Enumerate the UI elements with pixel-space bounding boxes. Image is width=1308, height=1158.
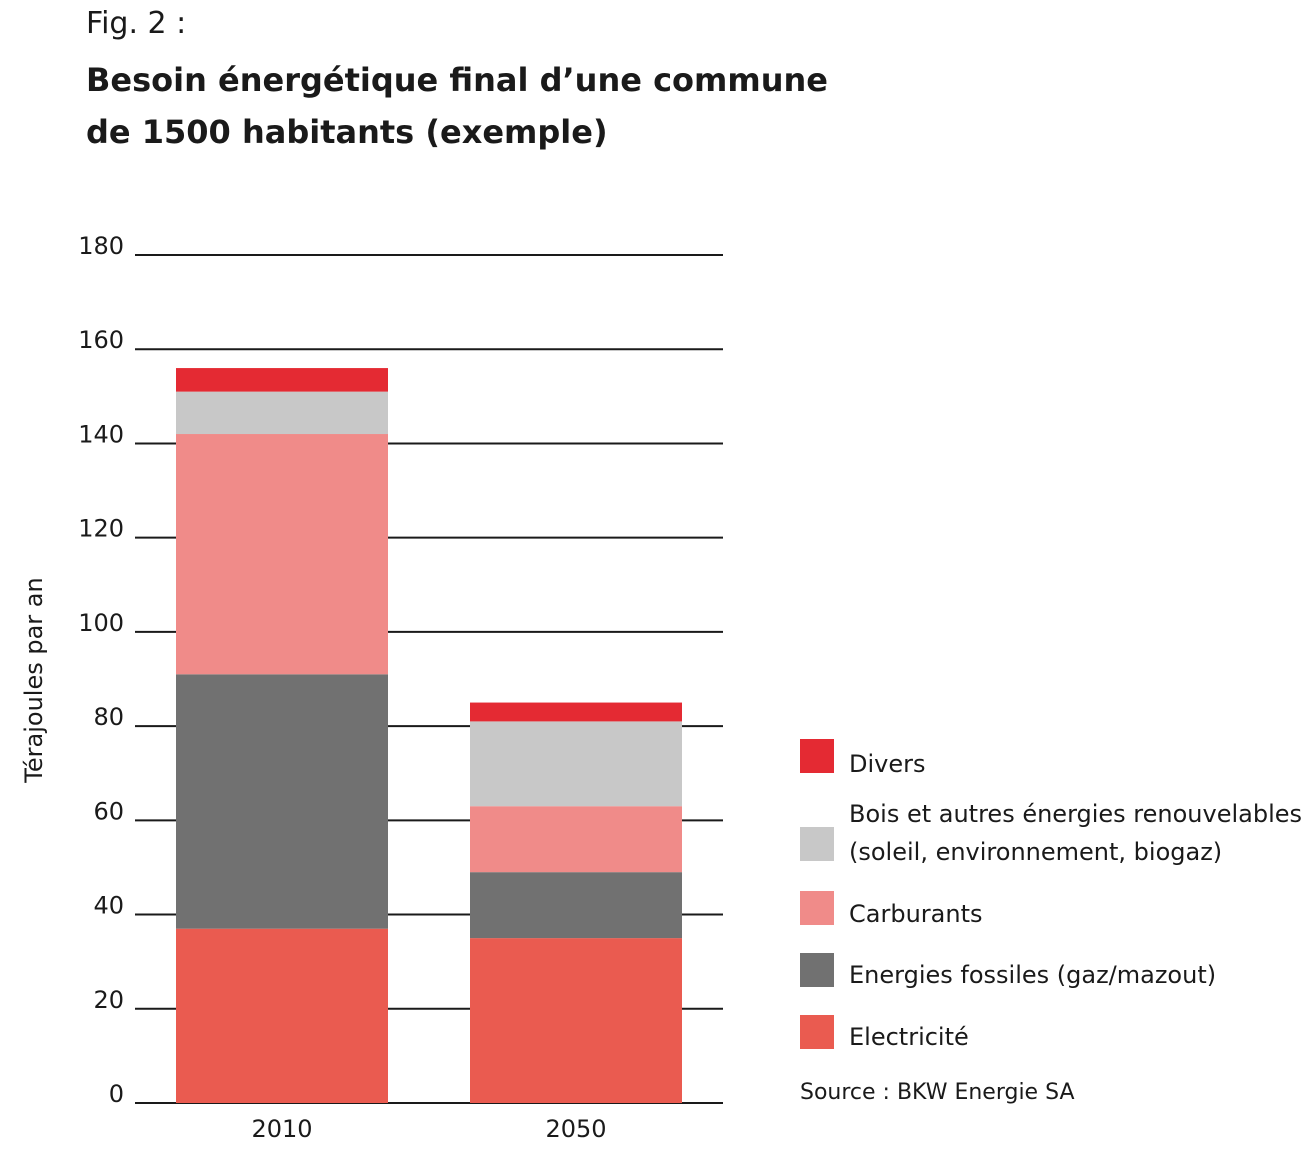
legend-swatch-electricite: [800, 1015, 834, 1049]
chart-title-line-2: de 1500 habitants (exemple): [86, 113, 608, 151]
legend-label-electricite: Electricité: [849, 1023, 969, 1051]
legend-label-bois-line-1: Bois et autres énergies renouvelables: [849, 800, 1303, 828]
chart-title: Besoin énergétique final d’une commune d…: [86, 54, 828, 158]
bar-2010-series-3: [176, 391, 388, 435]
bar-2010-series-2: [176, 434, 388, 675]
y-tick-label-40: 40: [93, 892, 124, 920]
bar-2010-series-1: [176, 674, 388, 929]
y-axis-label: Térajoules par an: [20, 577, 48, 783]
x-tick-label-2050: 2050: [545, 1115, 606, 1143]
source-note: Source : BKW Energie SA: [800, 1080, 1075, 1105]
legend-item-energies-fossiles: Energies fossiles (gaz/mazout): [800, 949, 1308, 1009]
legend-item-carburants: Carburants: [800, 887, 1308, 947]
bar-2050-series-0: [470, 938, 682, 1103]
legend-item-bois: Bois et autres énergies renouvelables (s…: [800, 795, 1308, 875]
y-tick-label-140: 140: [78, 420, 124, 448]
chart-title-line-1: Besoin énergétique final d’une commune: [86, 61, 828, 99]
bar-2050-series-2: [470, 806, 682, 873]
legend-swatch-bois: [800, 827, 834, 861]
y-tick-label-180: 180: [78, 232, 124, 260]
bar-2050-series-4: [470, 702, 682, 722]
y-tick-label-120: 120: [78, 515, 124, 543]
figure-label: Fig. 2 :: [86, 6, 187, 41]
bar-2010-series-0: [176, 928, 388, 1103]
bar-2050-series-3: [470, 721, 682, 807]
y-tick-label-0: 0: [109, 1080, 124, 1108]
bars: [176, 368, 682, 1103]
y-tick-label-60: 60: [93, 797, 124, 825]
y-tick-label-160: 160: [78, 326, 124, 354]
legend-label-divers: Divers: [849, 750, 926, 778]
y-tick-label-100: 100: [78, 609, 124, 637]
x-tick-label-2010: 2010: [251, 1115, 312, 1143]
legend-swatch-divers: [800, 739, 834, 773]
legend-swatch-energies-fossiles: [800, 953, 834, 987]
legend-swatch-carburants: [800, 891, 834, 925]
legend-label-energies-fossiles: Energies fossiles (gaz/mazout): [849, 961, 1217, 989]
legend-item-divers: Divers: [800, 735, 1308, 795]
y-tick-label-80: 80: [93, 703, 124, 731]
y-tick-label-20: 20: [93, 986, 124, 1014]
legend-label-carburants: Carburants: [849, 900, 983, 928]
bar-2010-series-4: [176, 368, 388, 392]
legend-item-electricite: Electricité: [800, 1011, 1308, 1071]
bar-2050-series-1: [470, 872, 682, 939]
legend-label-bois-line-2: (soleil, environnement, biogaz): [849, 838, 1223, 866]
axis-labels: 0 20 40 60 80 100 120 140 160 180 2010 2050 Térajoul…: [20, 232, 607, 1143]
